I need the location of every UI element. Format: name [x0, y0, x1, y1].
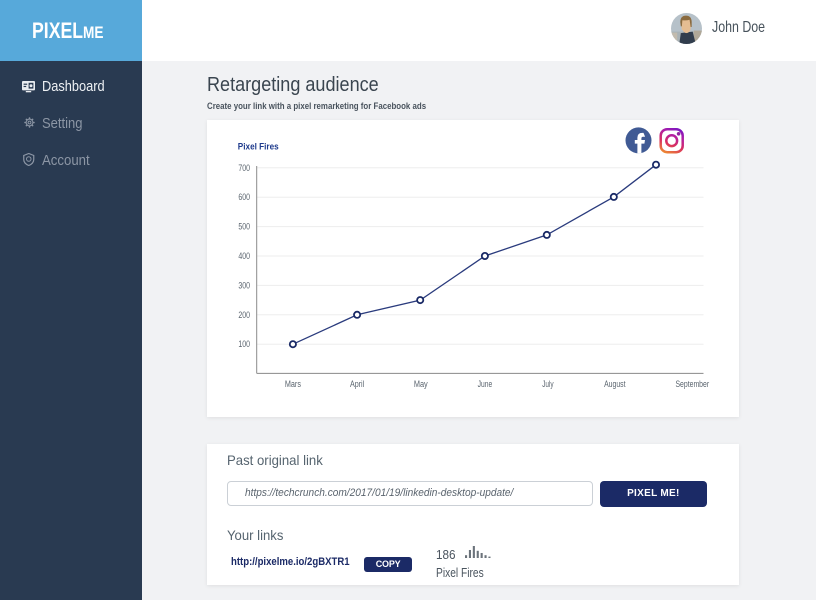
svg-text:100: 100 — [238, 339, 250, 349]
svg-text:200: 200 — [238, 310, 250, 320]
svg-text:700: 700 — [238, 163, 250, 173]
svg-text:July: July — [542, 379, 554, 389]
svg-text:Pixel Fires: Pixel Fires — [237, 141, 278, 151]
svg-text:April: April — [349, 379, 363, 389]
svg-text:May: May — [413, 379, 427, 389]
svg-text:August: August — [604, 379, 626, 389]
svg-text:September: September — [675, 379, 709, 389]
svg-text:600: 600 — [238, 192, 250, 202]
svg-text:Mars: Mars — [284, 379, 301, 389]
svg-text:June: June — [477, 379, 492, 389]
svg-text:500: 500 — [238, 222, 250, 232]
svg-text:300: 300 — [238, 280, 250, 290]
svg-text:400: 400 — [238, 251, 250, 261]
